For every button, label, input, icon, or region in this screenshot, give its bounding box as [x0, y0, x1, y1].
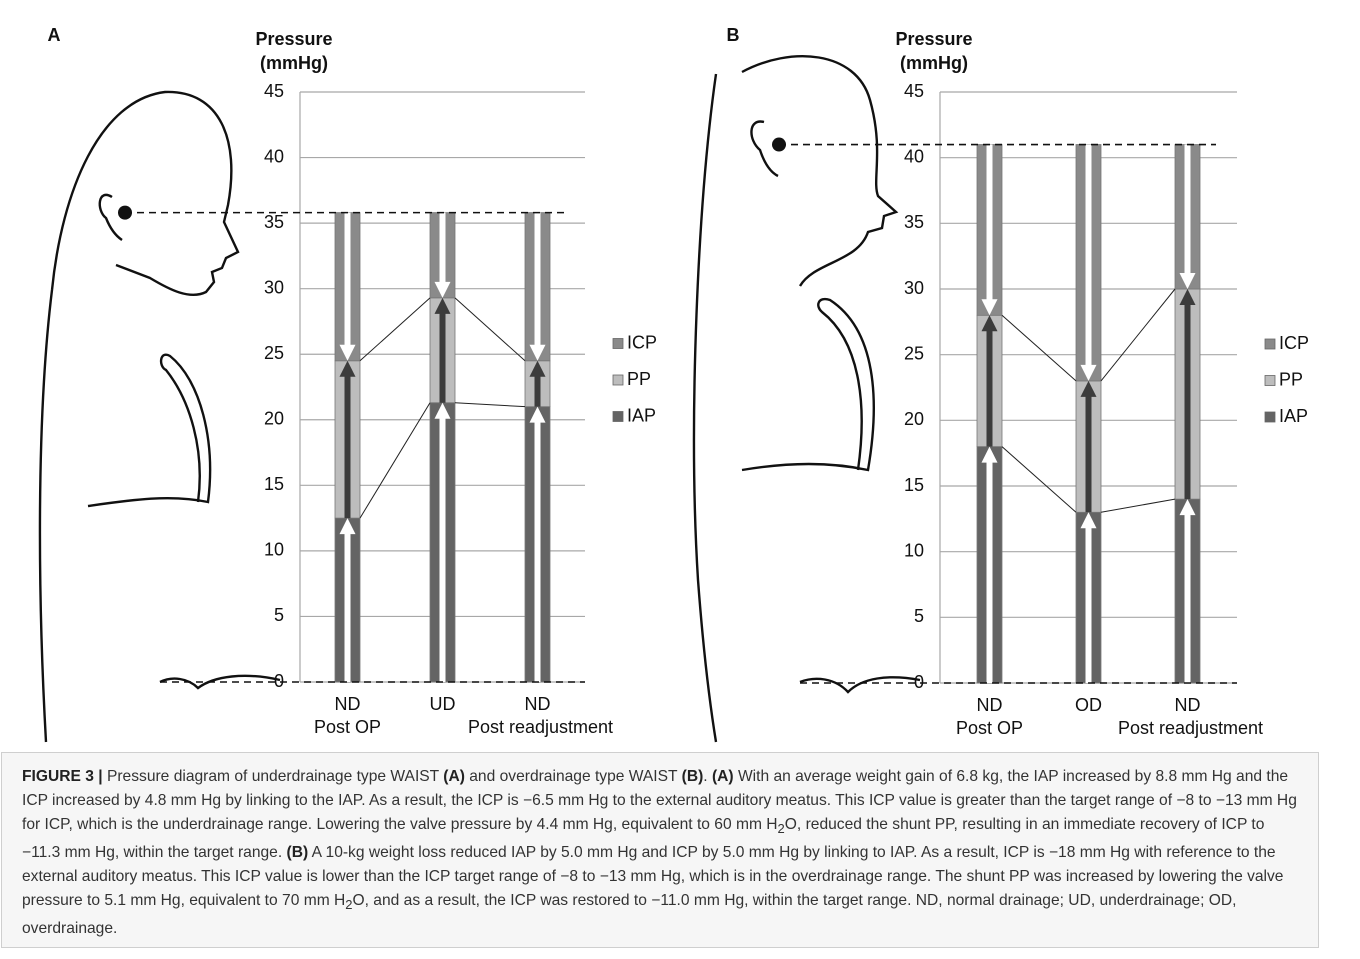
legend-label: PP — [1279, 369, 1303, 389]
caption-run: (A) — [712, 768, 734, 785]
ear-marker — [772, 138, 786, 152]
y-tick-label: 40 — [904, 146, 924, 166]
caption-run: Pressure diagram of underdrainage type W… — [103, 768, 444, 785]
legend-label: ICP — [627, 332, 657, 352]
caption-run: and overdrainage type WAIST — [465, 768, 682, 785]
y-tick-label: 15 — [904, 475, 924, 495]
y-axis-label: (mmHg) — [900, 53, 968, 73]
y-tick-label: 20 — [264, 409, 284, 429]
y-tick-label: 10 — [904, 540, 924, 560]
legend-swatch — [613, 375, 623, 385]
legend-label: ICP — [1279, 333, 1309, 353]
x-tick-label: ND — [525, 694, 551, 714]
connector — [1101, 499, 1175, 512]
caption: FIGURE 3 | Pressure diagram of underdrai… — [1, 752, 1319, 948]
figure: A Pressure (mmHg) 0 5 10 15 20 25 30 35 40 45 ND Post … — [0, 0, 1360, 750]
x-tick-label: ND — [1175, 695, 1201, 715]
caption-run: (A) — [443, 768, 465, 785]
caption-run: (B) — [682, 768, 704, 785]
y-axis-label: Pressure — [255, 29, 332, 49]
y-tick-label: 20 — [904, 409, 924, 429]
y-axis-label: Pressure — [895, 29, 972, 49]
caption-run: 2 — [345, 897, 352, 912]
connector — [455, 298, 525, 361]
caption-run: 2 — [778, 821, 785, 836]
silhouette-b — [694, 56, 920, 742]
caption-run: (B) — [287, 844, 309, 861]
legend-label: PP — [627, 369, 651, 389]
y-tick-label: 25 — [904, 343, 924, 363]
group-label: Post readjustment — [1118, 718, 1263, 738]
y-tick-label: 5 — [914, 606, 924, 626]
page: {"chart_data": [ {"type": "bar", "stacke… — [0, 0, 1360, 959]
group-label: Post OP — [314, 717, 381, 737]
ear-marker — [118, 206, 132, 220]
group-label: Post OP — [956, 718, 1023, 738]
y-tick-label: 15 — [264, 474, 284, 494]
x-tick-label: ND — [335, 694, 361, 714]
y-tick-label: 10 — [264, 540, 284, 560]
y-tick-label: 30 — [904, 278, 924, 298]
x-tick-label: ND — [977, 695, 1003, 715]
connector — [455, 403, 525, 407]
y-tick-label: 40 — [264, 146, 284, 166]
legend-label: IAP — [627, 405, 656, 425]
x-tick-label: UD — [430, 694, 456, 714]
x-tick-label: OD — [1075, 695, 1102, 715]
y-tick-label: 35 — [264, 212, 284, 232]
panel-label: B — [727, 25, 740, 45]
legend-swatch — [1265, 339, 1275, 349]
connector — [360, 298, 430, 361]
group-label: Post readjustment — [468, 717, 613, 737]
y-tick-label: 0 — [274, 671, 284, 691]
y-tick-label: 45 — [264, 81, 284, 101]
legend-label: IAP — [1279, 406, 1308, 426]
y-tick-label: 0 — [914, 672, 924, 692]
legend-swatch — [1265, 376, 1275, 386]
y-axis-label: (mmHg) — [260, 53, 328, 73]
y-tick-label: 35 — [904, 212, 924, 232]
y-tick-label: 25 — [264, 343, 284, 363]
legend-swatch — [613, 339, 623, 349]
y-tick-label: 45 — [904, 81, 924, 101]
connector — [1002, 447, 1076, 513]
connector — [1002, 315, 1076, 381]
legend-swatch — [613, 412, 623, 422]
caption-run: . — [703, 768, 712, 785]
y-tick-label: 30 — [264, 277, 284, 297]
connector — [1101, 289, 1175, 381]
caption-run: FIGURE 3 | — [22, 768, 103, 785]
panel-label: A — [48, 25, 61, 45]
legend-swatch — [1265, 412, 1275, 422]
silhouette-a — [40, 92, 280, 742]
y-tick-label: 5 — [274, 605, 284, 625]
